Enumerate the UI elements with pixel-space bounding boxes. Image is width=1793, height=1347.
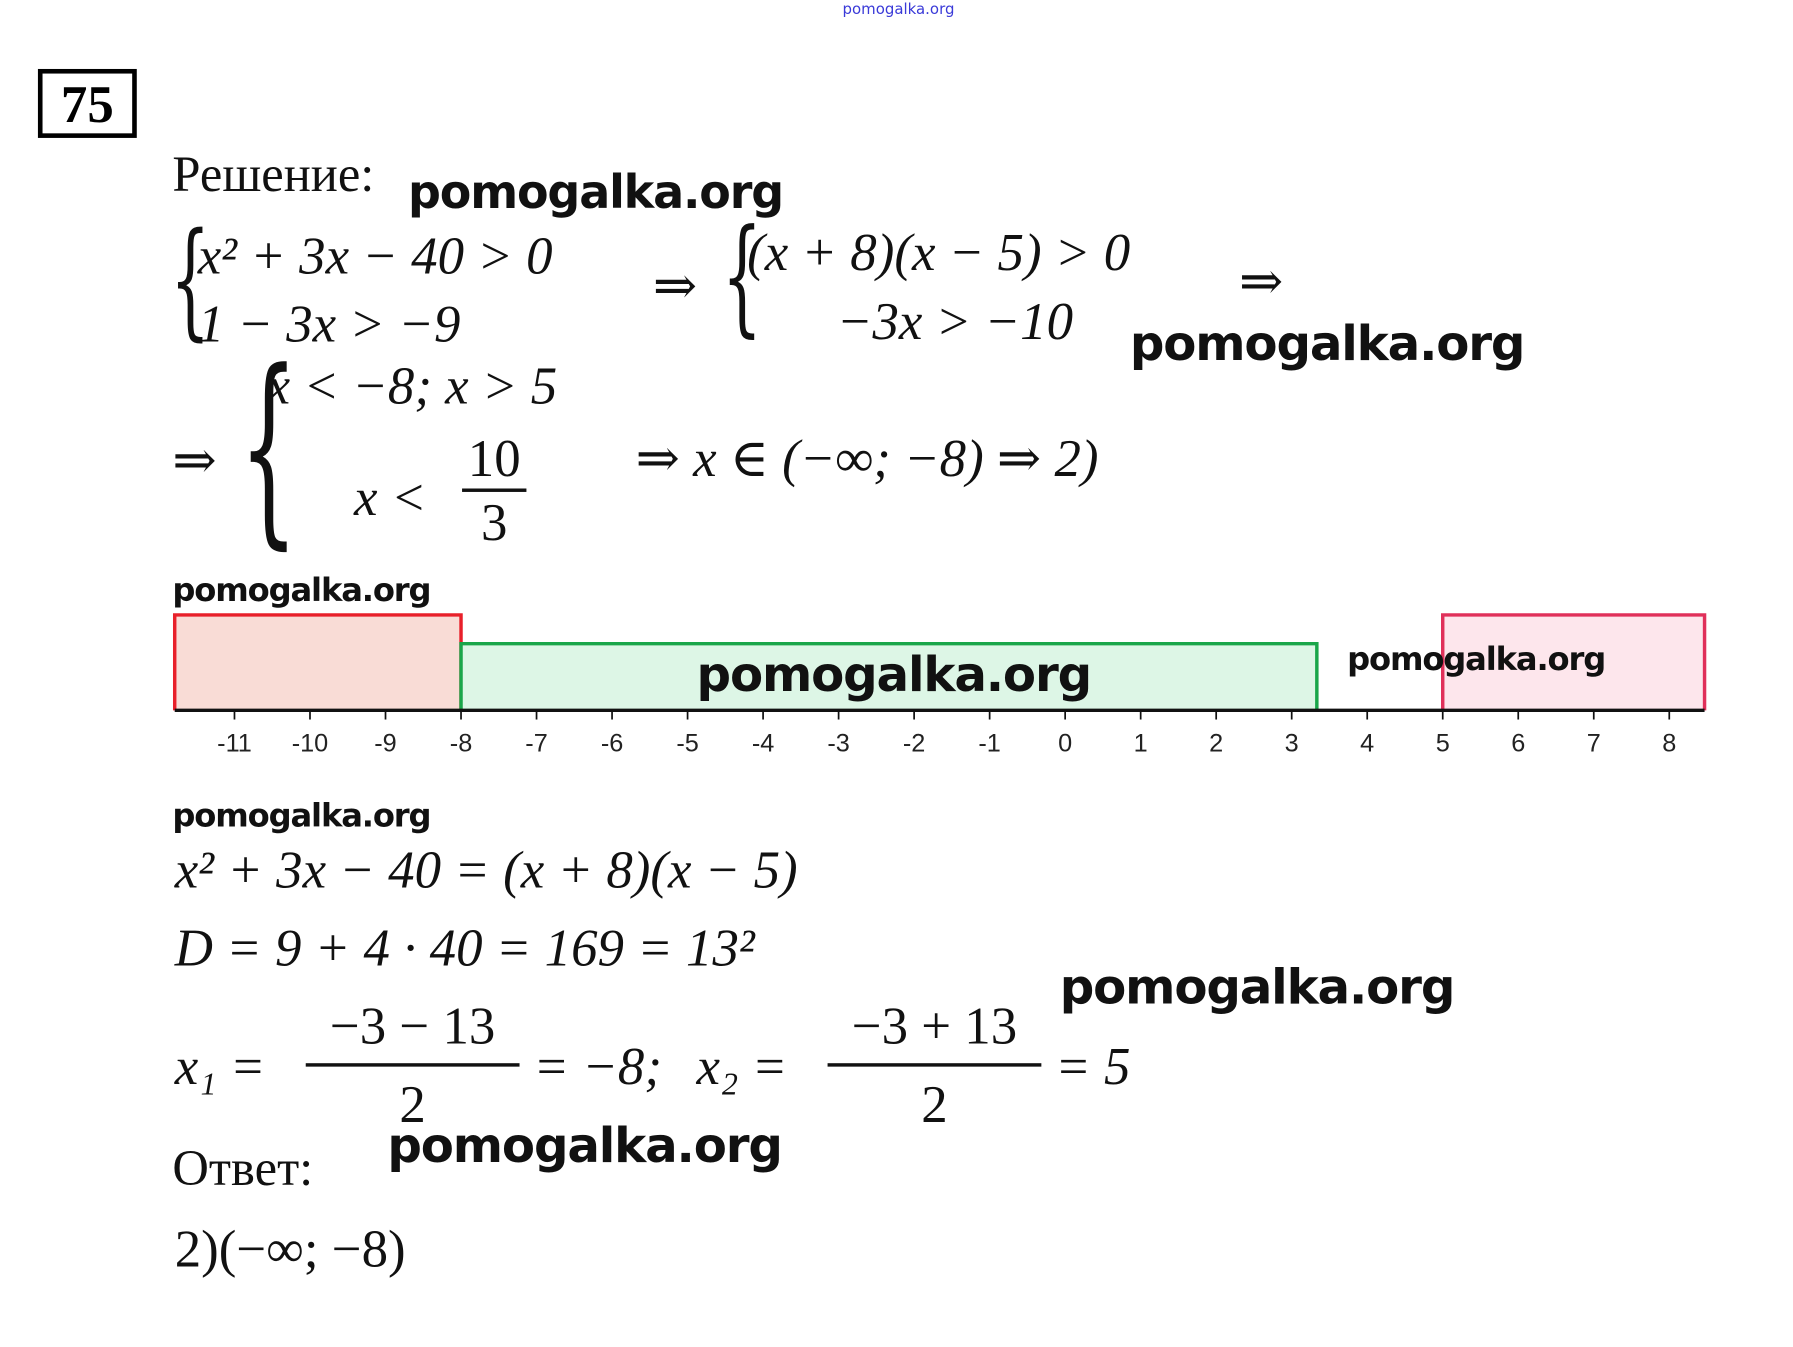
system2-line1: (x + 8)(x − 5) > 0 [747, 222, 1131, 282]
number-line: -11 -10 -9 -8 -7 -6 -5 -4 -3 -2 -1 0 1 2 3 4 5 6 7 8 [172, 613, 1707, 758]
system1-line1: x² + 3x − 40 > 0 [197, 226, 553, 286]
tick-label: 8 [1662, 730, 1676, 758]
tick-label: 3 [1285, 730, 1299, 758]
system3-line1: x < −8; x > 5 [266, 356, 558, 415]
system-brace: { [721, 202, 763, 350]
tick-label: 4 [1360, 730, 1374, 758]
watermark: pomogalka.org [387, 1117, 783, 1174]
system3-line2: x < [354, 467, 427, 527]
watermark: pomogalka.org [1059, 958, 1456, 1015]
tick-label: -9 [374, 730, 396, 758]
frac-bar [827, 1063, 1042, 1067]
watermark: pomogalka.org [172, 571, 431, 610]
tick-label: -3 [827, 730, 849, 758]
implies-arrow: ⇒ [652, 256, 698, 315]
tick-label: -7 [525, 730, 547, 758]
x1-label: x₁ = [174, 1036, 266, 1096]
tick-label: -5 [676, 730, 698, 758]
problem-number: 75 [37, 68, 137, 138]
watermark: pomogalka.org [1129, 314, 1526, 372]
x1-fraction: −3 − 13 2 [305, 995, 520, 1134]
tick-label: -8 [450, 730, 472, 758]
tick-label: 0 [1058, 730, 1072, 758]
answer: 2)(−∞; −8) [174, 1219, 406, 1279]
frac-den: 3 [481, 493, 508, 552]
frac-bar [462, 488, 527, 492]
tick-label: 6 [1511, 730, 1525, 758]
frac-num: −3 − 13 [329, 996, 496, 1056]
x2-fraction: −3 + 13 2 [827, 995, 1042, 1134]
range-fill [461, 643, 1317, 711]
range-border [459, 641, 1319, 711]
implies-arrow: ⇒ [172, 431, 217, 490]
tick-label: 2 [1209, 730, 1223, 758]
system-brace: { [239, 327, 299, 568]
implies-arrow: ⇒ [1239, 251, 1284, 311]
range-border [1441, 613, 1707, 711]
tick-label: 7 [1587, 730, 1601, 758]
frac-den: 2 [921, 1074, 948, 1134]
watermark: pomogalka.org [1347, 640, 1606, 679]
tick-label: -11 [217, 730, 252, 758]
range-fill [174, 614, 462, 711]
tick-label: -6 [601, 730, 623, 758]
tick-label: 5 [1436, 730, 1450, 758]
x1-result: = −8; [533, 1036, 662, 1096]
answer-label: Ответ: [172, 1140, 314, 1197]
system1-line2: 1 − 3x > −9 [197, 294, 461, 353]
frac-bar [305, 1063, 520, 1067]
tick-label: -2 [903, 730, 925, 758]
tick-label: -1 [978, 730, 1000, 758]
solution-label: Решение: [172, 145, 375, 203]
tick-label: -10 [292, 730, 329, 758]
fraction-10-3: 10 3 [462, 428, 527, 553]
x2-result: = 5 [1055, 1036, 1131, 1096]
tick-label: -4 [752, 730, 774, 758]
system2-line2: −3x > −10 [836, 291, 1074, 351]
discriminant: D = 9 + 4 · 40 = 169 = 13² [174, 918, 755, 977]
conclusion: ⇒ x ∈ (−∞; −8) ⇒ 2) [635, 428, 1099, 488]
watermark: pomogalka.org [408, 166, 784, 220]
frac-den: 2 [399, 1074, 426, 1134]
range-fill [1442, 614, 1705, 711]
frac-num: −3 + 13 [851, 996, 1018, 1056]
tick-label: 1 [1134, 730, 1148, 758]
top-watermark: pomogalka.org [842, 1, 955, 19]
watermark: pomogalka.org [172, 796, 431, 835]
factorization: x² + 3x − 40 = (x + 8)(x − 5) [174, 840, 798, 899]
x2-label: x₂ = [696, 1036, 788, 1096]
watermark: pomogalka.org [696, 645, 1093, 703]
system-brace: { [170, 205, 211, 353]
frac-num: 10 [467, 428, 521, 488]
